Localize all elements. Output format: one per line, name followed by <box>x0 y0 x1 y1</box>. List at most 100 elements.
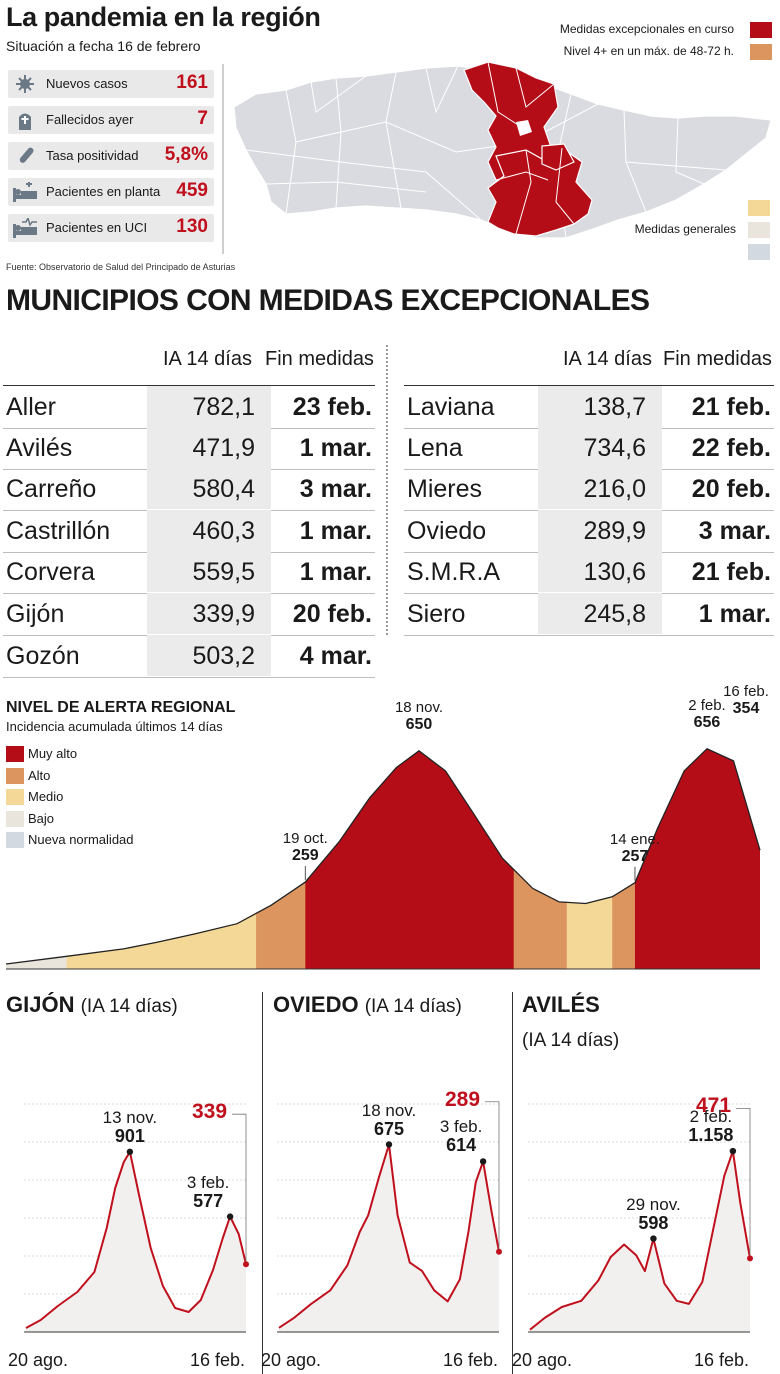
last-value-label: 289 <box>445 1087 481 1111</box>
alert-legend-label: Alto <box>28 767 51 783</box>
peak-value: 577 <box>193 1190 224 1211</box>
oviedo-chart <box>277 1101 502 1333</box>
stat-value: 7 <box>197 108 208 129</box>
hospital-bed-icon <box>12 181 38 202</box>
x-label-start: 20 ago. <box>261 1350 322 1370</box>
alert-chart-subtitle: Incidencia acumulada últimos 14 días <box>6 719 223 734</box>
alert-chart-title: NIVEL DE ALERTA REGIONAL <box>6 699 236 716</box>
peak-date: 13 nov. <box>102 1107 158 1127</box>
annotation-date: 16 feb. <box>723 683 769 700</box>
peak-label: 3 feb. 614 <box>421 1117 501 1155</box>
cell-municipio: Gijón <box>6 600 65 628</box>
panel-divider-1 <box>262 992 263 1374</box>
last-value-dot <box>243 1261 249 1268</box>
exceptional-municipalities-south <box>487 147 593 237</box>
source-note: Fuente: Observatorio de Salud del Princi… <box>6 262 236 272</box>
alert-legend-label: Medio <box>28 789 64 804</box>
stat-label: Nuevos casos <box>46 76 128 91</box>
annotation-value: 656 <box>693 713 721 731</box>
legend-swatch-exceptional <box>750 22 772 38</box>
cell-ia: 216,0 <box>538 468 662 510</box>
last-value-label: 339 <box>192 1100 228 1124</box>
alert-legend-swatch <box>6 810 24 827</box>
alert-annotation: 18 nov. 650 <box>379 699 459 733</box>
peak-value: 675 <box>373 1118 405 1139</box>
panel-divider-2 <box>512 992 513 1374</box>
cell-fin: 20 feb. <box>292 600 372 628</box>
peak-label: 2 feb. 1.158 <box>671 1107 751 1145</box>
annotation-value: 257 <box>621 847 649 865</box>
table-row: Gijón 339,9 20 feb. <box>3 593 375 636</box>
x-label-end: 16 feb. <box>190 1350 246 1370</box>
cell-fin: 4 mar. <box>299 641 372 670</box>
last-value-leader <box>232 1113 247 1265</box>
cell-municipio: S.M.R.A <box>407 558 501 587</box>
series-line <box>25 1150 247 1329</box>
x-label-end: 16 feb. <box>443 1350 499 1370</box>
cell-fin: 20 feb. <box>691 475 771 504</box>
peak-value: 901 <box>114 1125 145 1146</box>
col-header-fin-right: Fin medidas <box>663 348 772 370</box>
cell-ia: 138,7 <box>538 386 662 427</box>
peak-dot <box>479 1158 487 1165</box>
col-header-ia-left: IA 14 días <box>163 348 252 370</box>
cell-fin: 23 feb. <box>292 393 372 421</box>
cell-fin: 1 mar. <box>698 600 771 628</box>
alert-legend-label: Nueva normalidad <box>28 832 134 847</box>
annotation-date: 2 feb. <box>688 696 726 714</box>
cell-fin: 1 mar. <box>299 558 372 587</box>
peak-dot <box>650 1235 657 1242</box>
cell-ia: 471,9 <box>147 426 271 468</box>
annotation-date: 14 ene. <box>609 830 660 848</box>
virus-icon <box>12 74 38 94</box>
legend-swatch-level4 <box>750 44 772 60</box>
legend-swatch-bajo <box>748 222 770 238</box>
series-line <box>278 1143 500 1329</box>
cell-ia: 460,3 <box>147 509 271 551</box>
stat-row: Pacientes en UCI 130 <box>8 214 214 242</box>
stat-value: 5,8% <box>164 144 208 165</box>
cell-ia: 580,4 <box>147 468 271 510</box>
table-divider <box>386 345 388 635</box>
alert-annotation: 19 oct. 259 <box>265 830 345 864</box>
page-title: La pandemia en la región <box>6 2 321 32</box>
cell-municipio: Aller <box>6 393 57 421</box>
peak-dot <box>226 1213 234 1220</box>
peak-value: 598 <box>638 1212 669 1233</box>
cell-ia: 245,8 <box>538 593 662 634</box>
panel-title-aviles: AVILÉS <box>522 992 600 1017</box>
table-row: Aller 782,1 23 feb. <box>3 385 375 429</box>
stat-value: 130 <box>176 216 208 237</box>
tombstone-icon <box>12 110 38 130</box>
alert-legend-label: Muy alto <box>28 746 78 761</box>
table-row: Oviedo 289,9 3 mar. <box>404 509 774 553</box>
stat-label: Pacientes en planta <box>46 184 161 199</box>
legend-label-general: Medidas generales <box>634 222 736 236</box>
table-row: Laviana 138,7 21 feb. <box>404 385 774 429</box>
peak-date: 3 feb. <box>439 1117 483 1137</box>
cell-fin: 1 mar. <box>299 516 372 545</box>
alert-annotation: 16 feb. 354 <box>706 683 780 717</box>
cell-fin: 21 feb. <box>691 393 771 421</box>
legend-swatch-medio <box>748 200 770 216</box>
alert-annotation: 14 ene. 257 <box>595 831 675 865</box>
table-row: Corvera 559,5 1 mar. <box>3 551 375 595</box>
alert-legend-swatch <box>6 746 24 762</box>
table-row: Lena 734,6 22 feb. <box>404 426 774 470</box>
alert-legend-label: Bajo <box>28 810 55 826</box>
table-row: Avilés 471,9 1 mar. <box>3 426 375 470</box>
regional-alert-chart <box>5 748 761 970</box>
annotation-value: 354 <box>732 700 760 717</box>
peak-date: 2 feb. <box>689 1107 733 1127</box>
x-label-end: 16 feb. <box>694 1350 750 1370</box>
peak-label: 29 nov. 598 <box>613 1195 693 1233</box>
peak-dot <box>385 1141 393 1148</box>
cell-ia: 782,1 <box>147 386 271 427</box>
last-value-dot <box>747 1255 753 1262</box>
cell-municipio: Carreño <box>6 475 97 504</box>
peak-date: 29 nov. <box>626 1194 681 1214</box>
table-row: Siero 245,8 1 mar. <box>404 593 774 636</box>
stat-label: Fallecidos ayer <box>46 112 134 127</box>
col-header-fin-left: Fin medidas <box>265 348 374 370</box>
legend-swatch-normal <box>748 244 770 260</box>
